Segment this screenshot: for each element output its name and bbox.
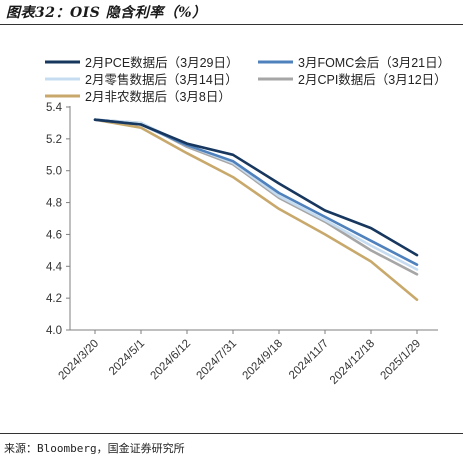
- series-line-4: [93, 118, 419, 302]
- source-note: 来源：Bloomberg，国金证券研究所: [4, 442, 185, 455]
- x-tick-label: 2025/1/29: [378, 338, 423, 383]
- y-tick-label: 4.6: [46, 229, 62, 241]
- legend-label-4: 2月非农数据后（3月8日）: [85, 89, 231, 104]
- y-tick-label: 4.0: [46, 325, 62, 337]
- legend-label-1: 3月FOMC会后（3月21日）: [298, 56, 450, 70]
- x-tick-label: 2024/12/18: [328, 338, 377, 387]
- y-tick-label: 4.8: [46, 198, 62, 210]
- y-tick-label: 5.2: [46, 134, 62, 146]
- series-line-3: [93, 118, 419, 276]
- x-tick-label: 2024/3/20: [56, 338, 101, 383]
- y-tick-label: 5.0: [46, 166, 62, 178]
- x-tick-label: 2024/11/7: [287, 338, 331, 382]
- y-tick-label: 4.2: [46, 293, 62, 305]
- y-tick-label: 5.4: [46, 102, 63, 114]
- legend-label-2: 2月零售数据后（3月14日）: [85, 72, 238, 87]
- bottom-rule: [0, 433, 463, 434]
- x-tick-label: 2024/6/12: [148, 338, 193, 383]
- figure-title: 图表32：OIS 隐含利率（%）: [6, 5, 207, 21]
- series-line-2: [93, 118, 419, 271]
- series-line-0: [93, 118, 419, 257]
- ois-rate-line-chart: 4.0 4.2 4.4 4.6 4.8 5.0 5.2 5.4 2024/3/20 2024/5/…: [45, 55, 450, 387]
- x-tick-label: 2024/7/31: [194, 338, 239, 383]
- y-tick-label: 4.4: [46, 261, 63, 273]
- top-rule: [0, 24, 463, 25]
- x-tick-label: 2024/5/1: [107, 338, 147, 378]
- legend-label-3: 2月CPI数据后（3月12日）: [298, 72, 447, 87]
- legend-label-0: 2月PCE数据后（3月29日）: [85, 55, 239, 70]
- x-tick-label: 2024/9/18: [240, 338, 285, 383]
